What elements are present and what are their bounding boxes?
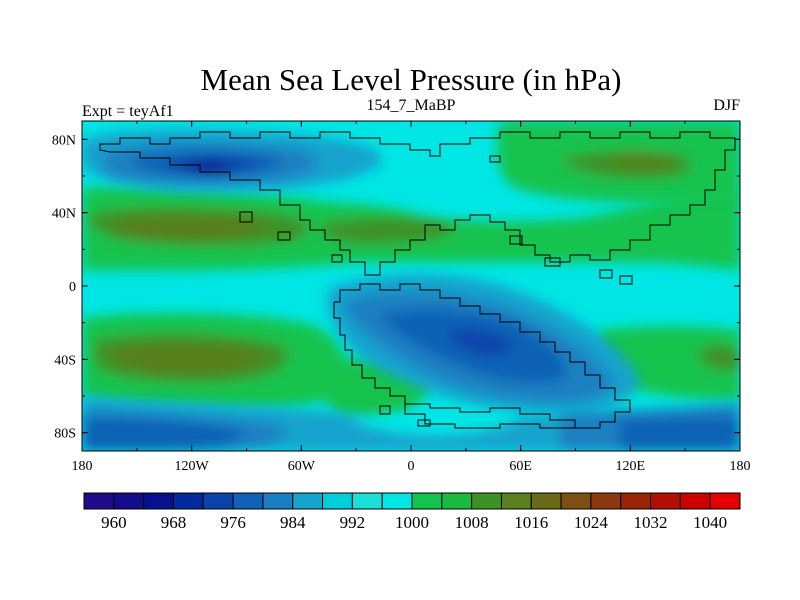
island-9 — [379, 405, 391, 415]
colorbar-swatch — [202, 492, 234, 510]
colorbar-swatch — [232, 492, 264, 510]
colorbar-swatch — [530, 492, 562, 510]
island-10 — [489, 155, 501, 163]
colorbar-swatch — [650, 492, 681, 510]
colorbar-swatch — [351, 492, 383, 510]
colorbar-swatch — [83, 492, 115, 510]
colorbar-swatch — [381, 492, 413, 510]
colorbar-swatch — [113, 492, 145, 510]
x-tick-label: 180 — [730, 459, 751, 474]
y-tick-label: 0 — [69, 280, 76, 295]
island-2 — [277, 231, 291, 241]
time-label: 154_7_MaBP — [367, 97, 456, 114]
colorbar-label: 960 — [101, 513, 127, 532]
north-low — [82, 129, 382, 192]
y-axis: 80N 40N 0 40S 80S — [52, 133, 740, 442]
colorbar-label: 1032 — [634, 513, 668, 532]
island-5 — [544, 257, 561, 267]
x-tick-label: 0 — [408, 459, 415, 474]
x-tick-label: 60E — [509, 459, 532, 474]
island-8 — [417, 419, 431, 427]
colorbar-swatch — [143, 492, 174, 510]
south-polar-band — [82, 396, 740, 451]
y-tick-label: 80S — [54, 427, 76, 442]
colorbar-swatch — [411, 492, 443, 510]
colorbar-swatch — [560, 492, 592, 510]
colorbar-label: 984 — [280, 513, 306, 532]
colorbar-swatch — [500, 492, 532, 510]
south-high-band — [82, 313, 740, 419]
chart-title: Mean Sea Level Pressure (in hPa) — [201, 62, 622, 97]
island-4 — [509, 235, 523, 245]
experiment-label: Expt = teyAf1 — [82, 103, 174, 120]
colorbar-label: 968 — [161, 513, 187, 532]
y-tick-label: 80N — [52, 133, 76, 148]
island-3 — [331, 254, 343, 263]
x-tick-label: 120W — [175, 459, 210, 474]
asian-high — [497, 121, 740, 205]
colorbar-swatch — [620, 492, 652, 510]
y-tick-label: 40S — [54, 353, 76, 368]
colorbar-swatch — [262, 492, 294, 510]
island-6 — [599, 269, 613, 279]
laurasia-outline — [99, 131, 736, 276]
island-1 — [239, 211, 253, 223]
south-low — [327, 274, 640, 414]
season-label: DJF — [713, 97, 740, 114]
colorbar-swatch — [590, 492, 622, 510]
colorbar-label: 1000 — [395, 513, 429, 532]
pressure-field — [82, 121, 740, 451]
x-tick-label: 180 — [72, 459, 93, 474]
colorbar-swatch — [322, 492, 353, 510]
y-tick-label: 40N — [52, 207, 76, 222]
colorbar-label: 1008 — [455, 513, 489, 532]
continent-outlines — [99, 131, 736, 429]
gondwana-outline — [333, 283, 631, 429]
colorbar-label: 1016 — [514, 513, 548, 532]
x-axis: 180 120W 60W 0 60E 120E 180 — [72, 121, 751, 474]
x-tick-label: 120E — [616, 459, 646, 474]
colorbar: 960 968 976 984 992 1000 1008 1016 1024 1032 1040 — [83, 492, 741, 532]
colorbar-label: 1024 — [574, 513, 609, 532]
colorbar-swatch — [172, 492, 204, 510]
colorbar-swatch — [471, 492, 502, 510]
colorbar-label: 992 — [340, 513, 366, 532]
colorbar-label: 1040 — [693, 513, 727, 532]
island-7 — [619, 275, 633, 285]
colorbar-swatch — [441, 492, 473, 510]
colorbar-label: 976 — [220, 513, 246, 532]
colorbar-swatch — [679, 492, 711, 510]
colorbar-swatch — [292, 492, 324, 510]
north-high-band — [82, 187, 740, 271]
antarctic-outline — [404, 404, 575, 429]
colorbar-swatch — [709, 492, 741, 510]
x-tick-label: 60W — [288, 459, 316, 474]
